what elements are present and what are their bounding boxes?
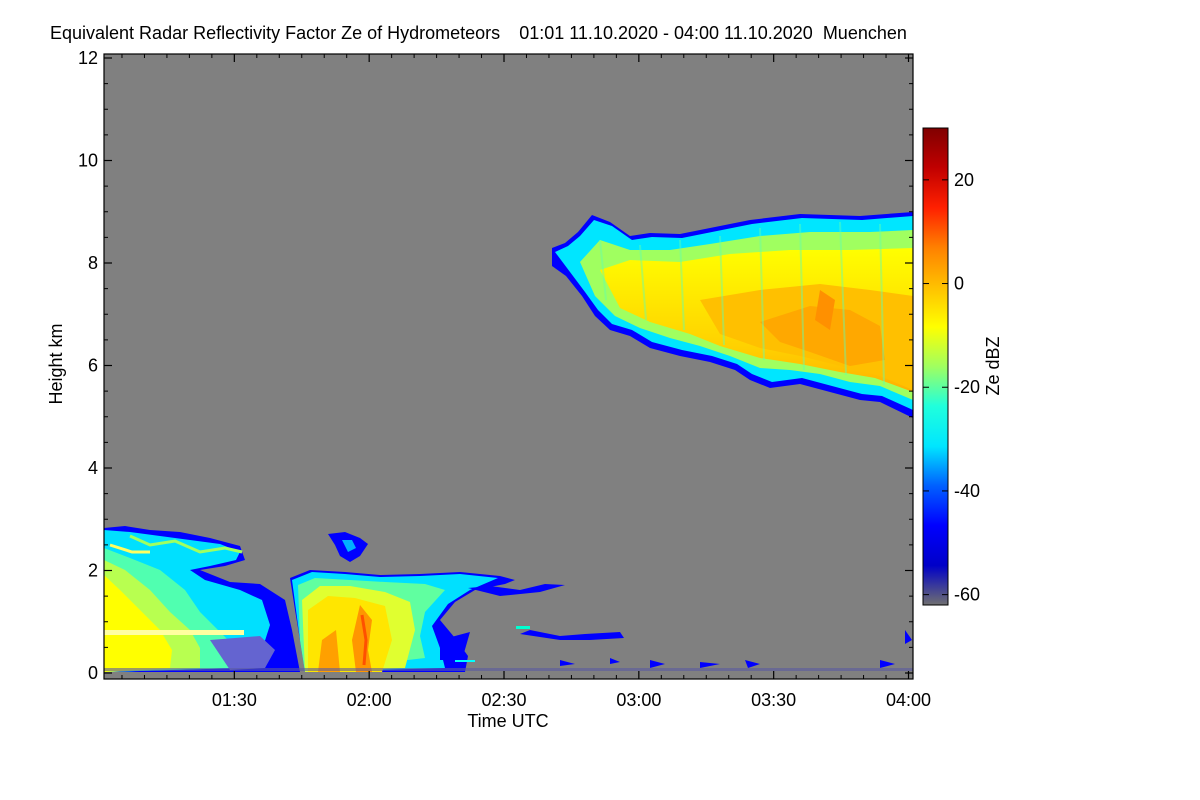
plot-frame [103,53,914,680]
y-tick-label: 12 [78,48,98,68]
colorbar-tick-label: -40 [954,481,980,501]
y-tick-label: 8 [88,253,98,273]
colorbar [922,127,949,606]
y-tick-label: 4 [88,458,98,478]
x-tick-label: 04:00 [886,690,931,710]
x-axis-label: Time UTC [467,711,548,731]
surface-clutter [104,626,913,671]
x-tick-label: 02:00 [347,690,392,710]
chart-title-text: Equivalent Radar Reflectivity Factor Ze … [50,23,500,43]
echo-low-cloud [104,526,300,672]
chart-location: Muenchen [823,23,907,43]
echo-rain-shower [290,570,565,672]
y-tick-label: 10 [78,151,98,171]
colorbar-ticks: -60 -40 -20 0 20 [923,170,980,605]
echo-mid-cloud [552,212,913,418]
y-axis: 0 2 4 6 8 10 12 [78,48,913,683]
x-axis: 01:30 02:00 02:30 03:00 03:30 04:00 [121,54,931,710]
x-tick-label: 02:30 [481,690,526,710]
y-tick-label: 6 [88,356,98,376]
y-tick-label: 2 [88,561,98,581]
colorbar-tick-label: -60 [954,585,980,605]
y-axis-label: Height km [46,323,66,404]
colorbar-label: Ze dBZ [983,336,1003,395]
chart-title: Equivalent Radar Reflectivity Factor Ze … [50,23,907,43]
colorbar-tick-label: -20 [954,377,980,397]
echo-layer [104,212,913,672]
colorbar-tick-label: 20 [954,170,974,190]
y-tick-label: 0 [88,663,98,683]
colorbar-tick-label: 0 [954,274,964,294]
echo-isolated [328,532,368,562]
chart-time-range: 01:01 11.10.2020 - 04:00 11.10.2020 [519,23,813,43]
x-tick-label: 01:30 [212,690,257,710]
x-tick-label: 03:30 [751,690,796,710]
x-tick-label: 03:00 [616,690,661,710]
